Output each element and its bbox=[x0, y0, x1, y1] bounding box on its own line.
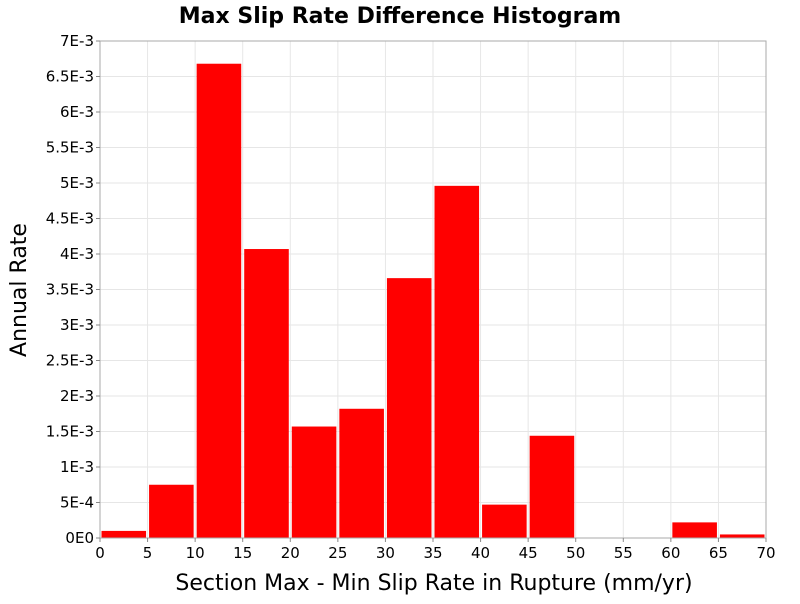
histogram-bar bbox=[101, 530, 147, 538]
y-tick-label: 6E-3 bbox=[60, 103, 94, 121]
histogram-bar bbox=[339, 408, 384, 538]
x-tick-label: 20 bbox=[281, 544, 300, 562]
x-tick-label: 60 bbox=[661, 544, 680, 562]
bars bbox=[101, 63, 765, 538]
y-tick-label: 0E0 bbox=[65, 529, 94, 547]
histogram-bar bbox=[196, 63, 242, 538]
x-tick-label: 0 bbox=[95, 544, 105, 562]
y-tick-label: 4.5E-3 bbox=[46, 210, 94, 228]
x-tick-label: 30 bbox=[376, 544, 395, 562]
y-tick-label: 1E-3 bbox=[60, 458, 94, 476]
y-tick-label: 3.5E-3 bbox=[46, 281, 94, 299]
histogram-bar bbox=[434, 185, 480, 538]
x-tick-label: 40 bbox=[471, 544, 490, 562]
histogram-bar bbox=[529, 435, 575, 538]
x-tick-label: 65 bbox=[709, 544, 728, 562]
y-tick-label: 3E-3 bbox=[60, 316, 94, 334]
y-tick-label: 5E-3 bbox=[60, 174, 94, 192]
grid-lines bbox=[99, 40, 767, 539]
y-tick-label: 2.5E-3 bbox=[46, 352, 94, 370]
x-axis-ticks: 0 5 10 15 20 25 30 35 40 45 50 55 60 65 70 bbox=[95, 538, 776, 562]
x-tick-label: 15 bbox=[233, 544, 252, 562]
x-tick-label: 10 bbox=[186, 544, 205, 562]
x-tick-label: 5 bbox=[143, 544, 153, 562]
x-tick-label: 45 bbox=[519, 544, 538, 562]
histogram-bar bbox=[672, 522, 717, 538]
x-tick-label: 35 bbox=[423, 544, 442, 562]
y-tick-label: 1.5E-3 bbox=[46, 423, 94, 441]
x-tick-label: 25 bbox=[328, 544, 347, 562]
x-tick-label: 55 bbox=[614, 544, 633, 562]
y-tick-label: 2E-3 bbox=[60, 387, 94, 405]
y-tick-label: 7E-3 bbox=[60, 32, 94, 50]
y-tick-label: 4E-3 bbox=[60, 245, 94, 263]
histogram-bar bbox=[291, 426, 337, 538]
histogram-bar bbox=[244, 249, 289, 538]
x-tick-label: 50 bbox=[566, 544, 585, 562]
histogram-bar bbox=[719, 534, 765, 538]
histogram-bar bbox=[386, 278, 432, 538]
y-tick-label: 5.5E-3 bbox=[46, 139, 94, 157]
chart-title: Max Slip Rate Difference Histogram bbox=[179, 4, 621, 29]
y-axis-label: Annual Rate bbox=[7, 223, 32, 357]
x-tick-label: 70 bbox=[756, 544, 775, 562]
x-axis-label: Section Max - Min Slip Rate in Rupture (… bbox=[175, 571, 692, 596]
y-tick-label: 6.5E-3 bbox=[46, 68, 94, 86]
y-axis-ticks: 0E0 5E-4 1E-3 1.5E-3 2E-3 2.5E-3 3E-3 3.5E-3 4E-… bbox=[46, 32, 100, 547]
y-tick-label: 5E-4 bbox=[60, 494, 94, 512]
histogram-bar bbox=[482, 504, 527, 538]
histogram-bar bbox=[149, 484, 194, 538]
